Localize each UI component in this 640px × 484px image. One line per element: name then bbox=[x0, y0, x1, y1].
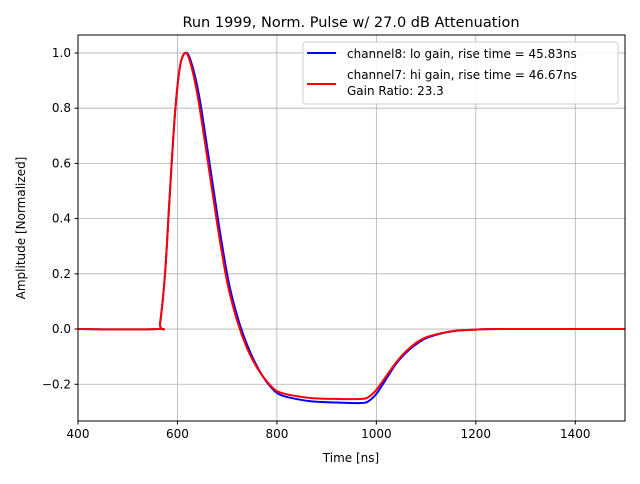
legend-note-gain-ratio: Gain Ratio: 23.3 bbox=[347, 84, 444, 98]
series-line-channel7 bbox=[77, 51, 626, 401]
legend-label-channel7: channel7: hi gain, rise time = 46.67ns bbox=[347, 68, 577, 82]
x-tick-label: 1200 bbox=[461, 427, 492, 441]
y-tick-label: 0.8 bbox=[52, 101, 71, 115]
series-group bbox=[77, 51, 626, 405]
x-tick-label: 1000 bbox=[361, 427, 392, 441]
ticks: 400 600 800 1000 1200 1400 −0.2 0.0 0.2 0.4 0.6 0.8… bbox=[42, 46, 591, 441]
y-tick-label: 1.0 bbox=[52, 46, 71, 60]
x-tick-label: 800 bbox=[265, 427, 288, 441]
legend-box bbox=[302, 41, 619, 105]
y-tick-label: 0.4 bbox=[52, 212, 71, 226]
x-tick-label: 1400 bbox=[560, 427, 591, 441]
y-tick-label: 0.2 bbox=[52, 267, 71, 281]
y-tick-label: −0.2 bbox=[42, 377, 71, 391]
chart-title: Run 1999, Norm. Pulse w/ 27.0 dB Attenua… bbox=[182, 15, 519, 31]
series-line-channel8 bbox=[77, 51, 626, 405]
y-axis-label: Amplitude [Normalized] bbox=[14, 157, 28, 300]
y-tick-label: 0.0 bbox=[52, 322, 71, 336]
legend: channel8: lo gain, rise time = 45.83ns c… bbox=[302, 41, 619, 105]
plot-frame bbox=[77, 34, 626, 422]
x-axis-label: Time [ns] bbox=[322, 451, 379, 465]
x-tick-label: 400 bbox=[67, 427, 90, 441]
x-tick-label: 600 bbox=[166, 427, 189, 441]
legend-label-channel8: channel8: lo gain, rise time = 45.83ns bbox=[347, 47, 577, 61]
y-tick-label: 0.6 bbox=[52, 156, 71, 170]
